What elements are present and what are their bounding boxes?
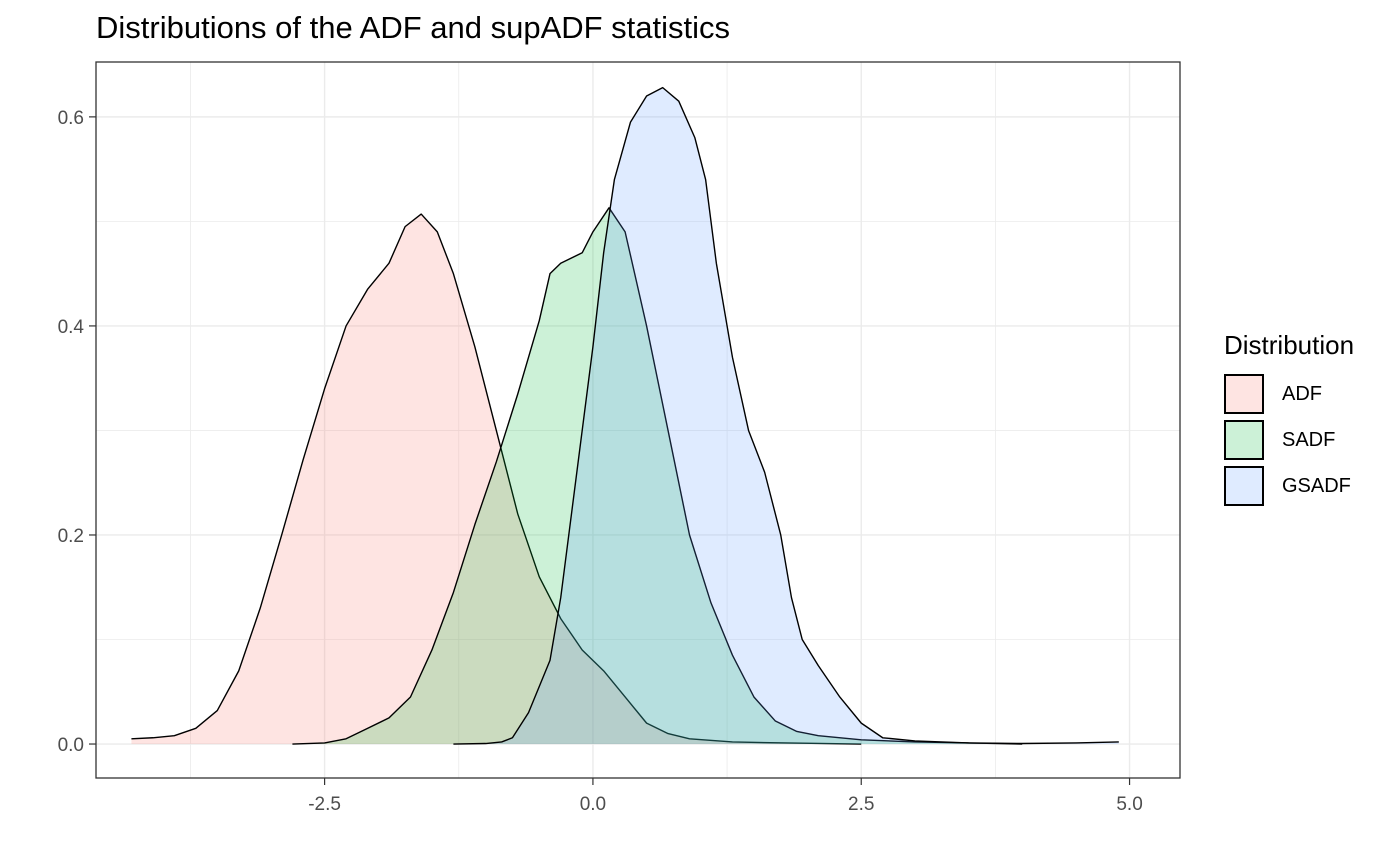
legend-key-gsadf [1224,466,1264,506]
density-line-sadf [292,207,1023,745]
minor-gridlines [96,62,1180,778]
x-tick-label: 2.5 [848,794,874,815]
legend-items: ADF SADF GSADF [1224,371,1354,509]
legend-label: GSADF [1282,474,1351,497]
y-axis: 0.0 0.2 0.4 0.6 [58,108,96,756]
y-tick-label: 0.2 [58,526,84,547]
legend-key-adf [1224,374,1264,414]
legend-item-gsadf: GSADF [1224,463,1354,509]
legend: Distribution ADF SADF GSADF [1224,330,1354,509]
x-tick-label: -2.5 [308,794,341,815]
chart-title: Distributions of the ADF and supADF stat… [96,10,731,45]
y-tick-label: 0.6 [58,108,84,129]
y-tick-label: 0.0 [58,735,84,756]
density-line-gsadf [453,86,1119,745]
plot-panel-background [96,62,1180,778]
legend-key-sadf [1224,420,1264,460]
density-area-sadf [292,207,1023,745]
legend-title: Distribution [1224,330,1355,360]
density-area-adf [131,214,862,745]
density-areas [131,86,1119,745]
legend-item-sadf: SADF [1224,417,1354,463]
x-tick-label: 5.0 [1116,794,1142,815]
y-tick-label: 0.4 [58,317,85,338]
legend-label: ADF [1282,382,1322,405]
density-area-gsadf [453,87,1119,745]
major-gridlines [96,62,1180,778]
x-tick-label: 0.0 [580,794,606,815]
legend-item-adf: ADF [1224,371,1354,417]
legend-label: SADF [1282,428,1336,451]
density-line-adf [131,213,862,745]
plot-panel-border [95,61,1181,779]
x-axis: -2.5 0.0 2.5 5.0 [308,778,1143,815]
